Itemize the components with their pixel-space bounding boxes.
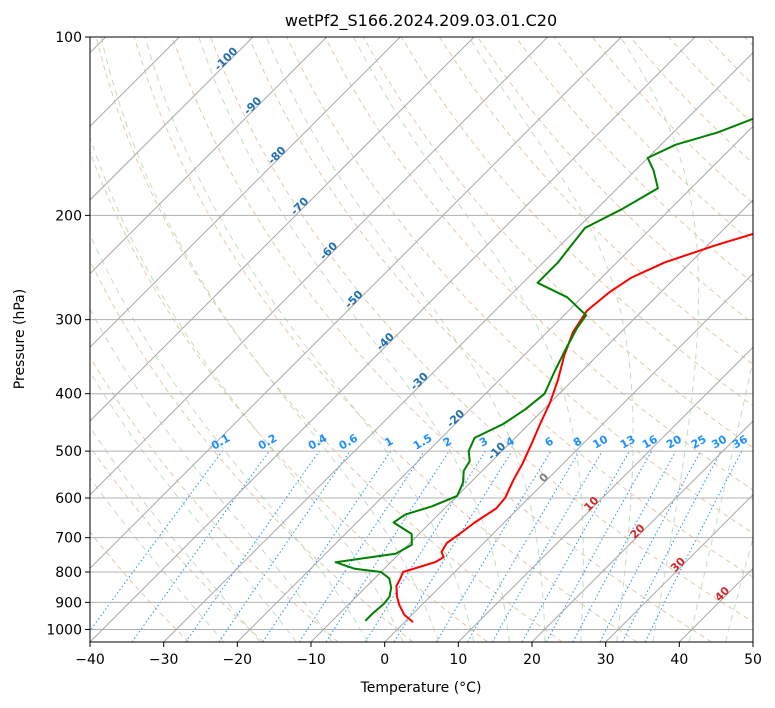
isotherm-lines — [90, 37, 753, 642]
mixing-ratio-line — [90, 450, 223, 632]
y-tick-label: 400 — [55, 387, 82, 403]
mixing-ratio-line — [218, 450, 351, 642]
isotherm-line — [163, 51, 753, 642]
y-tick-label: 100 — [55, 30, 82, 46]
dry-adiabat-line — [515, 37, 753, 284]
isotherm-line — [90, 37, 328, 275]
dry-adiabat-line — [90, 531, 190, 642]
isobar-gridlines — [90, 37, 753, 630]
x-tick-label: 30 — [597, 652, 615, 668]
dry-adiabat-line — [400, 37, 753, 407]
x-axis-label: Temperature (°C) — [360, 680, 482, 696]
y-tick-label: 900 — [55, 595, 82, 611]
mixing-ratio-line — [545, 450, 653, 642]
x-tick-label: 10 — [449, 652, 467, 668]
plot-area: -100-90-80-70-60-50-40-30-20-10010203040… — [90, 37, 753, 642]
profile-series — [334, 117, 753, 623]
dry-adiabat-line — [90, 356, 339, 642]
dry-adiabat-line — [438, 37, 753, 366]
mixing-ratio-line — [521, 450, 630, 642]
moist-adiabat-line — [90, 370, 297, 642]
dry-adiabat-line — [90, 445, 264, 642]
isotherm-line — [384, 272, 753, 642]
mixing-ratio-line — [185, 450, 320, 642]
mixing-ratio-line — [325, 450, 450, 642]
x-axis-ticks: −40 −30 −20 −10 0 10 20 30 40 50 — [75, 642, 762, 668]
mixing-ratio-lines — [90, 450, 743, 642]
moist-adiabat-line — [100, 37, 439, 642]
x-tick-label: 20 — [523, 652, 541, 668]
x-tick-label: −30 — [149, 652, 179, 668]
moist-adiabat-line — [620, 37, 700, 642]
y-tick-label: 800 — [55, 565, 82, 581]
isotherm-line — [236, 125, 753, 642]
y-tick-label: 700 — [55, 531, 82, 547]
mixing-ratio-line — [262, 450, 392, 642]
y-tick-label: 1000 — [46, 622, 82, 638]
moist-adiabat-line — [688, 358, 753, 642]
y-tick-label: 200 — [55, 208, 82, 224]
y-tick-label: 300 — [55, 313, 82, 329]
y-axis-ticks: 1000 900 800 700 600 500 400 300 200 100 — [46, 30, 90, 638]
moist-adiabat-line — [144, 37, 475, 642]
isotherm-line — [531, 420, 753, 642]
x-tick-label: 0 — [380, 652, 389, 668]
dry-adiabat-line — [248, 37, 753, 578]
mixing-ratio-line — [298, 450, 425, 642]
isotherm-line — [605, 493, 753, 642]
x-tick-label: 40 — [670, 652, 688, 668]
plot-frame — [89, 36, 754, 643]
x-tick-label: −10 — [296, 652, 326, 668]
mixing-ratio-line — [644, 450, 743, 642]
dry-adiabat-line — [95, 37, 563, 642]
dry-adiabat-line — [171, 37, 712, 642]
moist-adiabat-line — [90, 476, 225, 642]
moist-adiabat-line — [353, 37, 584, 642]
dry-adiabat-line — [90, 150, 488, 642]
mixing-ratio-line — [393, 450, 513, 642]
moist-adiabat-line — [90, 426, 261, 642]
isotherm-line — [90, 37, 401, 349]
moist-adiabat-line — [198, 37, 510, 642]
mixing-ratio-line — [131, 450, 270, 642]
isotherm-line — [90, 37, 622, 570]
dry-adiabat-line — [133, 37, 638, 642]
x-tick-label: 50 — [744, 652, 762, 668]
profile-series-line — [395, 232, 753, 623]
y-tick-label: 500 — [55, 444, 82, 460]
isotherm-line — [90, 37, 254, 201]
isotherm-line — [90, 37, 696, 642]
dry-adiabat-line — [210, 37, 753, 623]
chart-title: wetPf2_S166.2024.209.03.01.C20 — [285, 11, 557, 31]
y-axis-label: Pressure (hPa) — [12, 289, 28, 389]
isotherm-line — [90, 37, 549, 496]
moist-adiabat-line — [266, 37, 546, 642]
profile-series-line — [334, 117, 753, 622]
moist-adiabat-line — [90, 233, 369, 642]
x-tick-label: −20 — [223, 652, 253, 668]
isotherm-line — [457, 346, 753, 642]
isotherm-line — [90, 37, 475, 422]
y-tick-label: 600 — [55, 491, 82, 507]
mixing-ratio-line — [572, 450, 677, 642]
x-tick-label: −40 — [75, 652, 105, 668]
moist-adiabat-line — [90, 135, 404, 642]
